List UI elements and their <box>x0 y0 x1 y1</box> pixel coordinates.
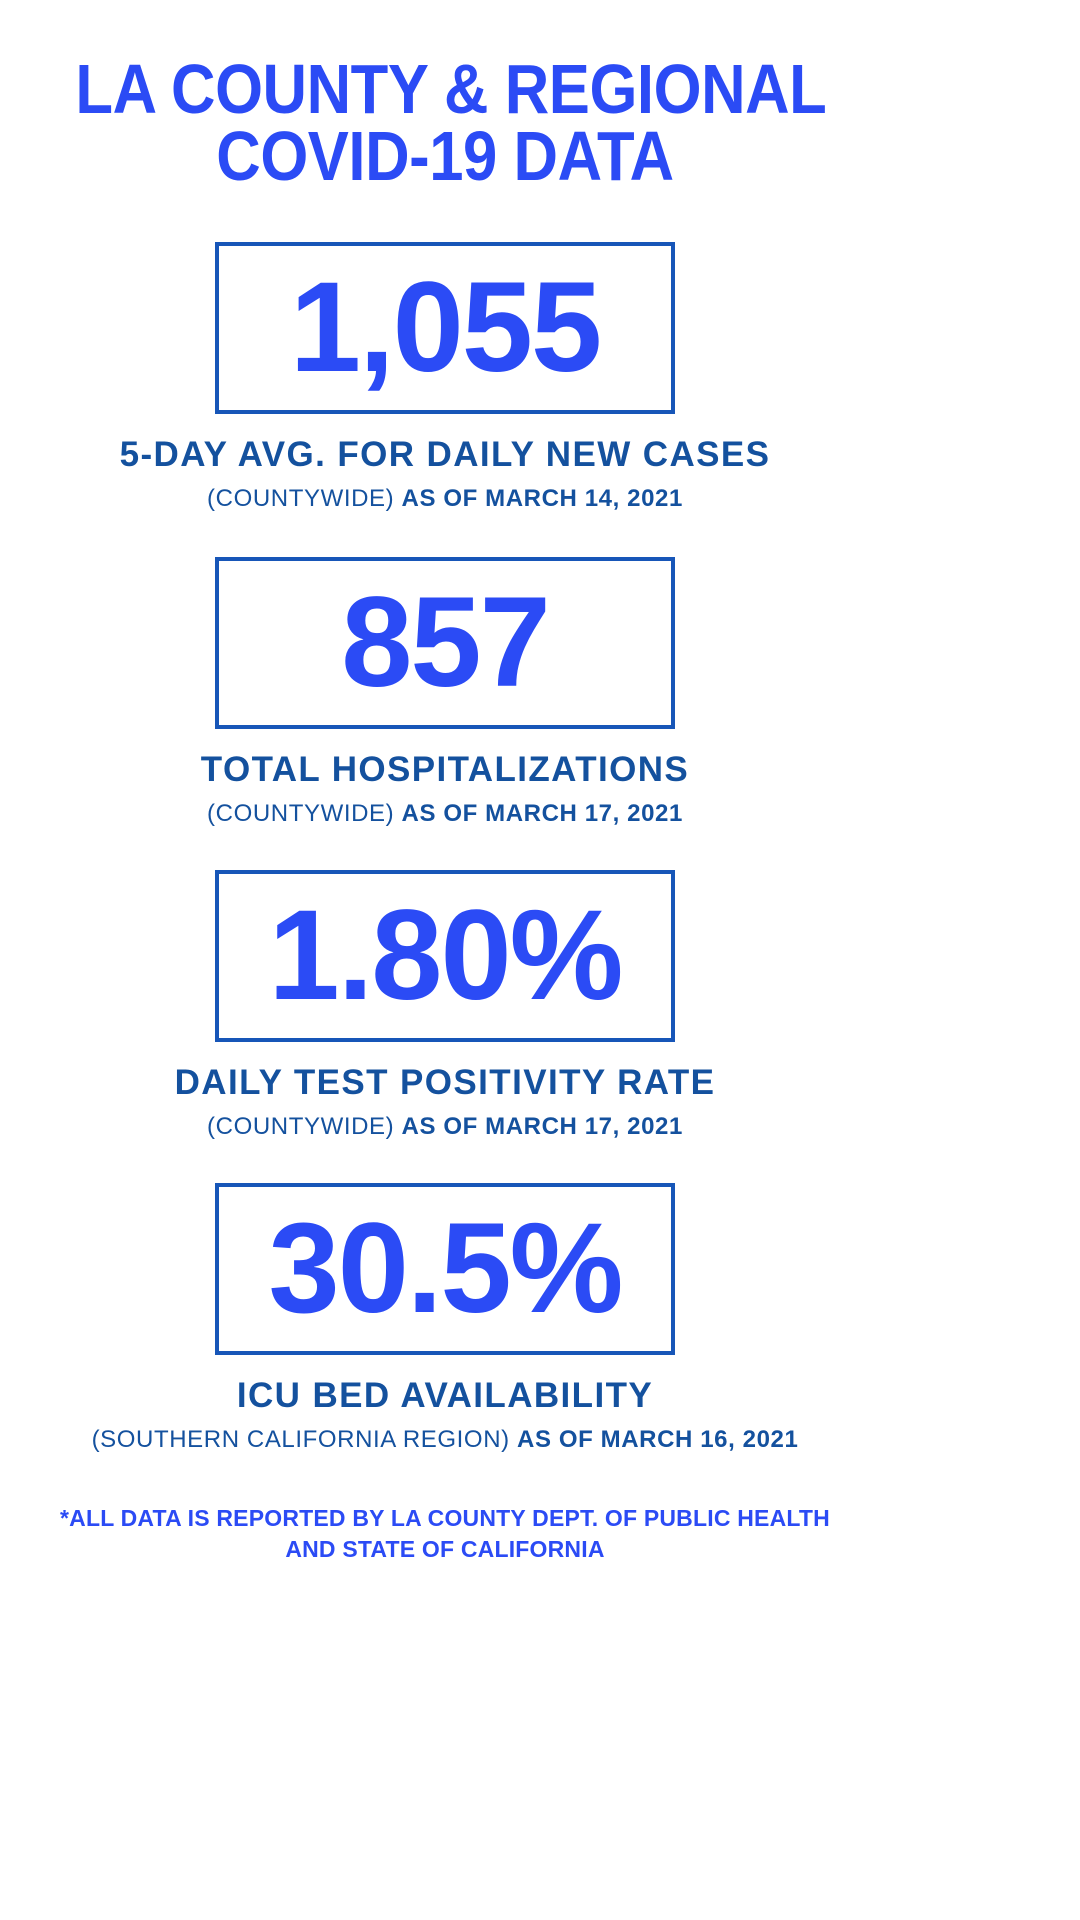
stat-sublabel: (COUNTYWIDE) AS OF MARCH 14, 2021 <box>207 484 683 512</box>
stat-as-of: AS OF MARCH 16, 2021 <box>517 1425 799 1453</box>
stats-list: 1,055 5-DAY AVG. FOR DAILY NEW CASES (CO… <box>0 190 890 1453</box>
stat-block-test-positivity-rate: 1.80% DAILY TEST POSITIVITY RATE (COUNTY… <box>0 870 890 1140</box>
content-column: LA COUNTY & REGIONAL COVID-19 DATA 1,055… <box>0 50 890 1565</box>
stat-as-of: AS OF MARCH 17, 2021 <box>401 799 683 827</box>
stat-region: (COUNTYWIDE) <box>207 1112 395 1140</box>
stat-label: DAILY TEST POSITIVITY RATE <box>174 1063 716 1103</box>
stat-label: 5-DAY AVG. FOR DAILY NEW CASES <box>119 435 771 475</box>
stat-value-box: 30.5% <box>215 1183 675 1356</box>
footnote: *ALL DATA IS REPORTED BY LA COUNTY DEPT.… <box>60 1503 830 1565</box>
stat-value: 1.80% <box>268 884 624 1028</box>
page-title: LA COUNTY & REGIONAL COVID-19 DATA <box>25 50 865 196</box>
footnote-line-2: AND STATE OF CALIFORNIA <box>285 1535 605 1562</box>
page-title-line-2: COVID-19 DATA <box>216 117 674 196</box>
stat-block-daily-new-cases: 1,055 5-DAY AVG. FOR DAILY NEW CASES (CO… <box>0 242 890 512</box>
stat-value-box: 857 <box>215 557 675 730</box>
stat-block-total-hospitalizations: 857 TOTAL HOSPITALIZATIONS (COUNTYWIDE) … <box>0 557 890 827</box>
stat-label: TOTAL HOSPITALIZATIONS <box>200 750 690 790</box>
stat-value: 30.5% <box>268 1197 624 1341</box>
stat-label: ICU BED AVAILABILITY <box>236 1376 654 1416</box>
page-title-line-1: LA COUNTY & REGIONAL <box>75 50 827 128</box>
stat-value: 857 <box>341 571 551 715</box>
stat-value: 1,055 <box>289 256 602 400</box>
stat-value-box: 1,055 <box>215 242 675 415</box>
stat-region: (COUNTYWIDE) <box>207 799 395 827</box>
stat-sublabel: (COUNTYWIDE) AS OF MARCH 17, 2021 <box>207 1112 683 1140</box>
stat-sublabel: (SOUTHERN CALIFORNIA REGION) AS OF MARCH… <box>91 1425 799 1453</box>
stat-as-of: AS OF MARCH 14, 2021 <box>401 484 683 512</box>
stat-block-icu-bed-availability: 30.5% ICU BED AVAILABILITY (SOUTHERN CAL… <box>0 1183 890 1453</box>
stat-region: (SOUTHERN CALIFORNIA REGION) <box>91 1425 510 1453</box>
stat-region: (COUNTYWIDE) <box>207 484 395 512</box>
stat-sublabel: (COUNTYWIDE) AS OF MARCH 17, 2021 <box>207 799 683 827</box>
stat-as-of: AS OF MARCH 17, 2021 <box>401 1112 683 1140</box>
footnote-line-1: *ALL DATA IS REPORTED BY LA COUNTY DEPT.… <box>59 1504 830 1531</box>
stat-value-box: 1.80% <box>215 870 675 1043</box>
